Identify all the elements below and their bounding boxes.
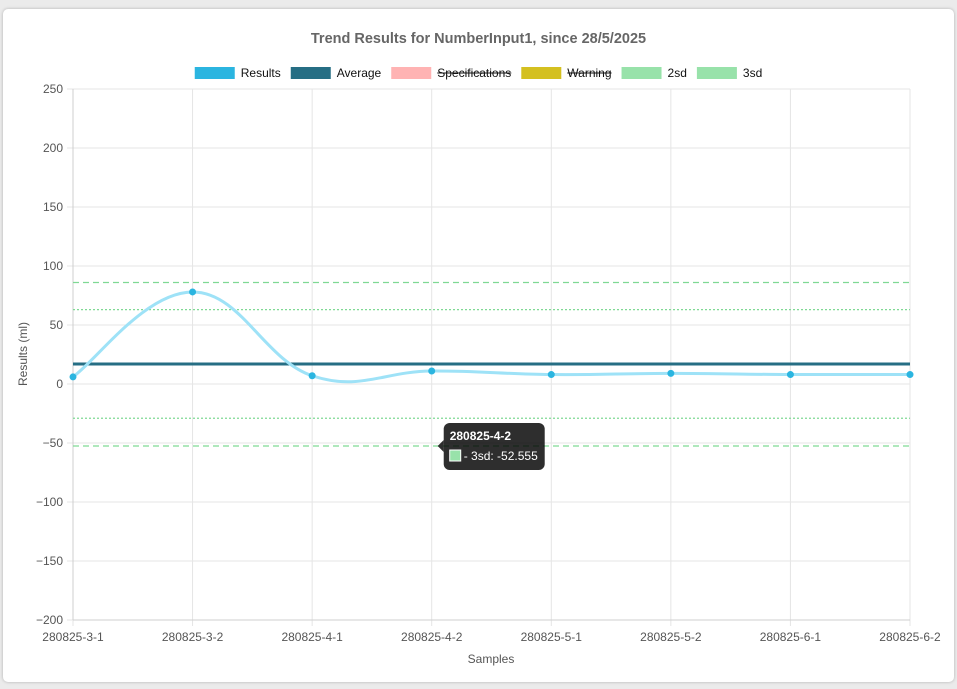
legend-label: Results	[241, 66, 281, 80]
x-tick-label: 280825-3-2	[162, 630, 224, 644]
results-point[interactable]	[786, 371, 794, 379]
y-tick-label: −150	[36, 554, 63, 568]
x-tick-label: 280825-3-1	[42, 630, 104, 644]
y-tick-label: 200	[43, 141, 63, 155]
x-tick-label: 280825-4-2	[401, 630, 463, 644]
results-line	[72, 290, 911, 384]
legend-swatch	[194, 67, 235, 79]
results-point[interactable]	[308, 372, 316, 380]
y-tick-label: −100	[36, 495, 63, 509]
legend-item-2sd[interactable]: 2sd	[621, 66, 687, 80]
chart-card: Trend Results for NumberInput1, since 28…	[3, 9, 954, 682]
x-tick-label: 280825-6-2	[879, 630, 941, 644]
legend-label: Average	[337, 66, 382, 80]
y-tick-label: 0	[56, 377, 63, 391]
trend-chart[interactable]: Trend Results for NumberInput1, since 28…	[3, 9, 954, 682]
chart-title: Trend Results for NumberInput1, since 28…	[311, 31, 646, 47]
y-tick-label: 50	[50, 318, 64, 332]
y-axis-title: Results (ml)	[16, 322, 30, 386]
legend[interactable]: Results Average Specifications Warning 2sd 3s…	[194, 66, 763, 80]
series-layer	[69, 288, 914, 384]
results-point[interactable]	[428, 367, 436, 375]
x-tick-label: 280825-5-2	[640, 630, 702, 644]
legend-label: 2sd	[668, 66, 687, 80]
y-tick-label: −200	[36, 613, 63, 627]
legend-swatch	[290, 67, 331, 79]
legend-item-3sd[interactable]: 3sd	[696, 66, 762, 80]
results-point[interactable]	[69, 373, 77, 381]
y-tick-label: 100	[43, 259, 63, 273]
y-tick-label: 150	[43, 200, 63, 214]
grid	[67, 88, 911, 626]
tick-labels: 250 200 150 100 50 0 −50 −100 −150 −200 280825-3-1…	[36, 82, 941, 644]
sd-bands	[73, 281, 910, 447]
y-tick-label: −50	[43, 436, 64, 450]
x-tick-label: 280825-6-1	[760, 630, 822, 644]
tooltip-title: 280825-4-2	[450, 429, 512, 443]
x-axis-title: Samples	[468, 652, 515, 666]
tooltip-label: - 3sd: -52.555	[464, 449, 538, 463]
tooltip-box	[443, 423, 545, 471]
results-point[interactable]	[189, 288, 197, 296]
tooltip-caret	[437, 440, 444, 453]
y-tick-label: 250	[43, 82, 63, 96]
results-point[interactable]	[547, 371, 555, 379]
legend-swatch	[696, 67, 737, 79]
legend-item-specifications[interactable]: Specifications	[391, 66, 512, 80]
legend-item-average[interactable]: Average	[290, 66, 382, 80]
legend-swatch	[621, 67, 662, 79]
legend-item-results[interactable]: Results	[194, 66, 281, 80]
tooltip: 280825-4-2 - 3sd: -52.555	[437, 423, 545, 471]
legend-swatch	[391, 67, 432, 79]
x-tick-label: 280825-5-1	[521, 630, 583, 644]
x-tick-label: 280825-4-1	[281, 630, 343, 644]
legend-label: 3sd	[743, 66, 762, 80]
legend-item-warning[interactable]: Warning	[521, 66, 612, 80]
tooltip-swatch	[449, 449, 462, 462]
results-point[interactable]	[906, 371, 914, 379]
legend-swatch	[521, 67, 562, 79]
results-point[interactable]	[667, 369, 675, 377]
